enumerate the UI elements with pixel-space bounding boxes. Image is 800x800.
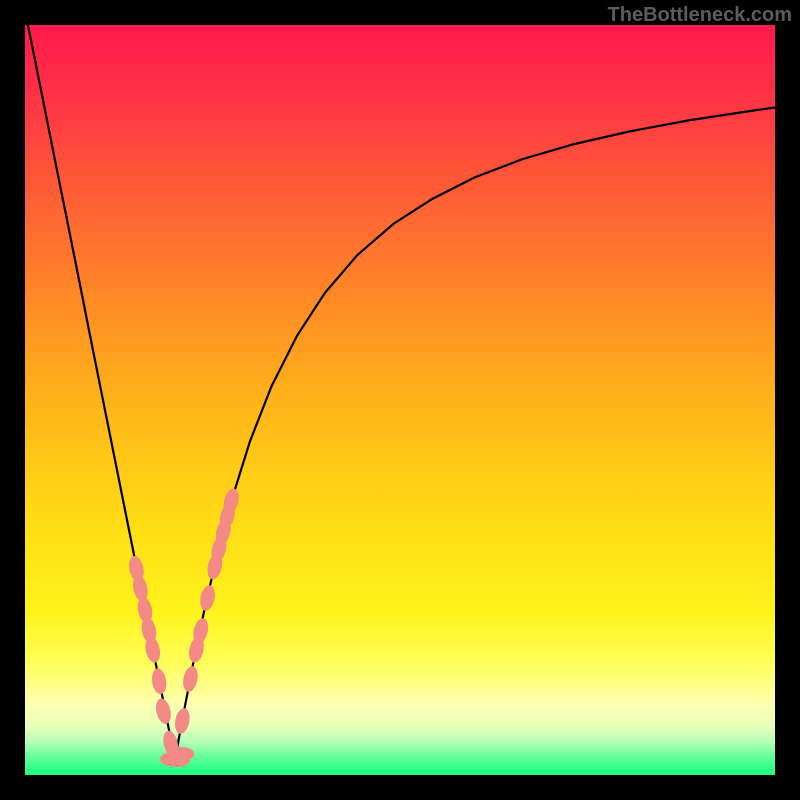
chart-frame: TheBottleneck.com — [0, 0, 800, 800]
chart-svg — [0, 0, 800, 800]
plot-background — [25, 25, 775, 775]
watermark-text: TheBottleneck.com — [608, 4, 792, 27]
bead-marker — [168, 747, 194, 761]
